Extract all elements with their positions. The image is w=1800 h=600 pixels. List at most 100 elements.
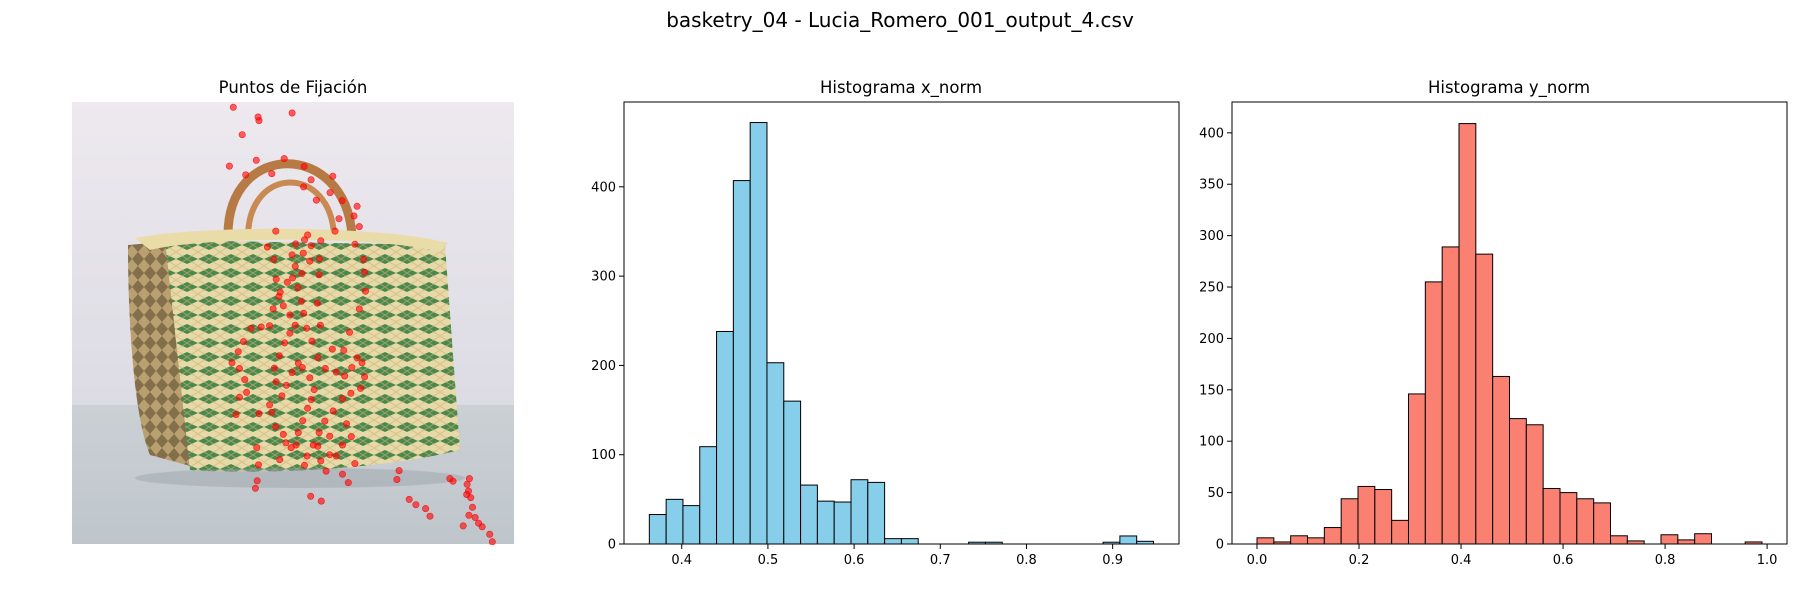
histogram-y-bar	[1424, 281, 1443, 545]
fixation-point	[294, 284, 302, 292]
histogram-y-xtick-label: 0.4	[1451, 553, 1472, 568]
fixation-point	[294, 359, 302, 367]
histogram-y-frame	[1231, 101, 1788, 545]
histogram-y-bar	[1509, 418, 1527, 545]
fixation-point	[341, 372, 349, 380]
fixation-point	[328, 345, 336, 353]
fixation-point	[276, 288, 284, 296]
fixation-point	[488, 538, 496, 546]
fixation-point	[355, 223, 363, 231]
fixation-point	[361, 373, 369, 381]
fixation-point	[272, 275, 280, 283]
fixation-point	[270, 255, 278, 263]
fixation-point	[238, 131, 246, 139]
fixation-point	[266, 401, 274, 409]
histogram-x-bar	[833, 501, 852, 545]
fixation-point	[286, 311, 294, 319]
fixation-point	[338, 470, 346, 478]
fixation-point	[338, 395, 346, 403]
histogram-y-bar	[1408, 393, 1426, 545]
fixation-point	[268, 170, 276, 178]
fixation-point	[347, 433, 355, 441]
fixation-point	[253, 444, 261, 452]
fixation-point	[288, 251, 296, 259]
fixation-point	[307, 242, 315, 250]
histogram-y-panel: Histograma y_norm 0.0 0.2 0.4 0.6 0.8 1.0 0 50…	[1199, 78, 1788, 568]
histogram-x-xtick-label: 0.7	[930, 553, 951, 568]
histogram-x-bar	[800, 484, 818, 545]
fixation-point	[282, 381, 290, 389]
fixation-point	[326, 451, 334, 459]
histogram-y-ytick-label: 0	[1216, 538, 1224, 553]
fixation-point	[279, 430, 287, 438]
fixation-point	[313, 299, 321, 307]
fixation-point	[300, 309, 308, 317]
histogram-y-ytick-label: 50	[1207, 486, 1224, 501]
fixation-point	[272, 227, 280, 235]
fixation-point	[299, 417, 307, 425]
fixation-point	[279, 302, 287, 310]
fixation-point	[332, 452, 340, 460]
histogram-x-xtick-label: 0.9	[1102, 553, 1123, 568]
histogram-y-bar	[1694, 533, 1713, 545]
fixation-point	[351, 240, 359, 248]
fixation-point	[361, 268, 369, 276]
histogram-y-ytick-label: 250	[1199, 281, 1224, 296]
histogram-y-title: Histograma y_norm	[1428, 78, 1590, 98]
histogram-y-bar	[1391, 519, 1409, 545]
fixation-point	[288, 109, 296, 117]
fixation-point	[304, 231, 312, 239]
fixation-point	[360, 255, 368, 263]
histogram-x-bar	[816, 500, 835, 545]
fixation-point	[465, 511, 473, 519]
histogram-y-bar	[1475, 253, 1494, 545]
fixation-point	[280, 155, 288, 163]
histogram-x-xtick-label: 0.6	[844, 553, 865, 568]
fixation-point	[292, 240, 300, 248]
fixation-point	[422, 505, 430, 513]
fixation-point	[335, 215, 343, 223]
fixation-point	[467, 494, 475, 502]
fixation-point	[353, 202, 361, 210]
histogram-y-bar	[1593, 502, 1612, 545]
histogram-y-bar	[1256, 537, 1275, 545]
histogram-y-ytick-label: 400	[1199, 126, 1224, 141]
fixation-point	[321, 364, 329, 372]
fixation-point	[303, 452, 311, 460]
histogram-x-bar	[749, 122, 768, 545]
histogram-x-bar	[900, 538, 919, 545]
basket-photo	[72, 102, 514, 544]
fixation-point	[269, 305, 277, 313]
histogram-x-bar	[1119, 535, 1138, 545]
fixation-point	[361, 287, 369, 295]
fixation-point	[255, 410, 263, 418]
fixation-point	[347, 389, 355, 397]
fixation-point	[294, 429, 302, 437]
fixation-point	[306, 374, 314, 382]
fixation-panel: Puntos de Fijación	[72, 78, 514, 546]
fixation-point	[459, 522, 467, 530]
fixation-point	[291, 321, 299, 329]
fixation-point	[236, 364, 244, 372]
fixation-point	[315, 271, 323, 279]
histogram-y-bars	[1256, 123, 1763, 545]
histogram-y-bar	[1576, 498, 1595, 545]
fixation-point	[303, 324, 311, 332]
histogram-y-bar	[1374, 489, 1393, 545]
histogram-y-bar	[1525, 424, 1544, 545]
fixation-point	[306, 257, 314, 265]
fixation-point	[255, 117, 263, 125]
fixation-point	[393, 475, 401, 483]
fixation-point	[300, 461, 308, 469]
fixation-point	[276, 456, 284, 464]
fixation-point	[315, 429, 323, 437]
fixation-point	[225, 162, 233, 170]
fixation-point	[326, 432, 334, 440]
histogram-y-bar	[1441, 246, 1460, 545]
fixation-point	[300, 163, 308, 171]
fixation-point	[228, 359, 236, 367]
fixation-point	[307, 176, 315, 184]
fixation-point	[272, 378, 280, 386]
histogram-y-bar	[1677, 539, 1696, 545]
